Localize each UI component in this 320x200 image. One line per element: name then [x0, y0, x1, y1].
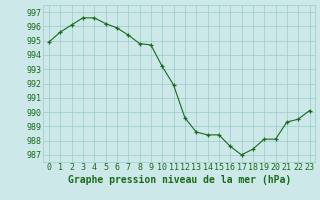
- X-axis label: Graphe pression niveau de la mer (hPa): Graphe pression niveau de la mer (hPa): [68, 175, 291, 185]
